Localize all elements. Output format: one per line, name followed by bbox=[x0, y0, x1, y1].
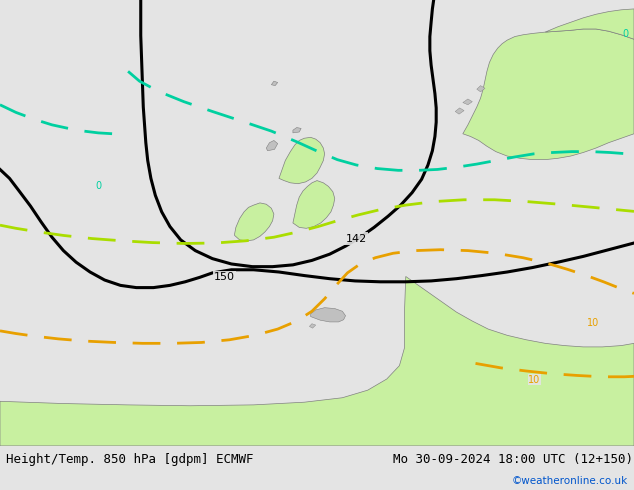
Polygon shape bbox=[455, 108, 464, 114]
Polygon shape bbox=[0, 276, 634, 446]
Polygon shape bbox=[463, 29, 634, 160]
Polygon shape bbox=[271, 81, 278, 86]
Text: 10: 10 bbox=[586, 318, 599, 328]
Polygon shape bbox=[279, 137, 325, 184]
Polygon shape bbox=[293, 181, 335, 228]
Text: 142: 142 bbox=[346, 234, 367, 244]
Polygon shape bbox=[311, 308, 346, 322]
Text: 0: 0 bbox=[623, 29, 629, 39]
Text: ©weatheronline.co.uk: ©weatheronline.co.uk bbox=[512, 476, 628, 486]
Polygon shape bbox=[545, 9, 634, 39]
Text: 10: 10 bbox=[528, 375, 541, 385]
Text: Height/Temp. 850 hPa [gdpm] ECMWF: Height/Temp. 850 hPa [gdpm] ECMWF bbox=[6, 453, 254, 466]
Text: Mo 30-09-2024 18:00 UTC (12+150): Mo 30-09-2024 18:00 UTC (12+150) bbox=[393, 453, 633, 466]
Text: 0: 0 bbox=[95, 181, 101, 191]
Polygon shape bbox=[463, 99, 472, 105]
Text: 150: 150 bbox=[214, 272, 235, 282]
Polygon shape bbox=[235, 203, 274, 241]
Polygon shape bbox=[477, 86, 485, 92]
Polygon shape bbox=[266, 141, 278, 151]
Polygon shape bbox=[293, 127, 301, 133]
Polygon shape bbox=[309, 324, 316, 328]
